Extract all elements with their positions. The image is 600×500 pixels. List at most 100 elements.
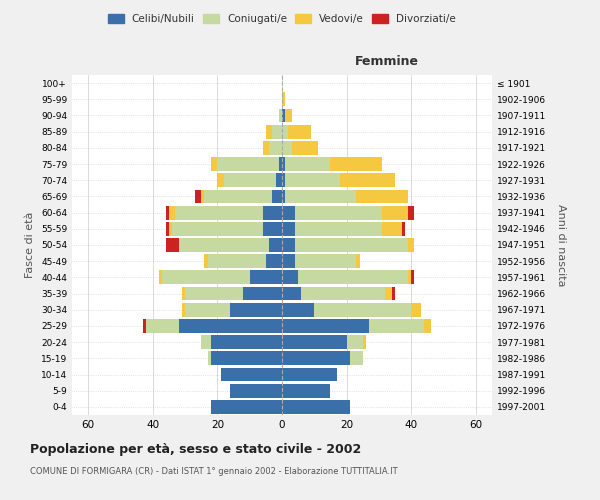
Bar bbox=[143, 319, 146, 333]
Bar bbox=[250, 270, 282, 284]
Bar bbox=[285, 157, 331, 171]
Bar bbox=[298, 270, 408, 284]
Bar bbox=[295, 254, 356, 268]
Y-axis label: Fasce di età: Fasce di età bbox=[25, 212, 35, 278]
Bar bbox=[263, 141, 269, 154]
Bar bbox=[350, 352, 363, 365]
Bar bbox=[282, 286, 301, 300]
Bar bbox=[382, 206, 408, 220]
Bar bbox=[279, 157, 282, 171]
Bar bbox=[217, 174, 224, 187]
Bar bbox=[217, 157, 279, 171]
Bar bbox=[159, 270, 163, 284]
Bar bbox=[205, 190, 272, 203]
Bar bbox=[392, 286, 395, 300]
Bar bbox=[408, 270, 411, 284]
Bar bbox=[385, 286, 392, 300]
Bar bbox=[282, 384, 331, 398]
Bar bbox=[401, 222, 405, 235]
Bar bbox=[169, 222, 172, 235]
Bar bbox=[179, 238, 269, 252]
Bar bbox=[243, 286, 282, 300]
Bar bbox=[282, 254, 295, 268]
Bar bbox=[211, 352, 282, 365]
Bar bbox=[282, 400, 350, 414]
Bar bbox=[221, 368, 282, 382]
Bar bbox=[331, 157, 382, 171]
Bar bbox=[185, 303, 230, 316]
Bar bbox=[282, 206, 295, 220]
Bar bbox=[282, 141, 292, 154]
Bar bbox=[182, 286, 185, 300]
Bar bbox=[340, 174, 395, 187]
Bar bbox=[282, 270, 298, 284]
Bar bbox=[282, 190, 285, 203]
Bar bbox=[411, 270, 415, 284]
Bar bbox=[282, 174, 285, 187]
Bar bbox=[285, 174, 340, 187]
Bar bbox=[282, 157, 285, 171]
Legend: Celibi/Nubili, Coniugati/e, Vedovi/e, Divorziati/e: Celibi/Nubili, Coniugati/e, Vedovi/e, Di… bbox=[104, 10, 460, 29]
Bar bbox=[169, 206, 175, 220]
Text: COMUNE DI FORMIGARA (CR) - Dati ISTAT 1° gennaio 2002 - Elaborazione TUTTITALIA.: COMUNE DI FORMIGARA (CR) - Dati ISTAT 1°… bbox=[30, 468, 398, 476]
Bar bbox=[314, 303, 411, 316]
Bar bbox=[356, 190, 408, 203]
Bar bbox=[282, 368, 337, 382]
Bar bbox=[282, 238, 295, 252]
Bar bbox=[263, 222, 282, 235]
Bar bbox=[424, 319, 431, 333]
Bar bbox=[179, 319, 282, 333]
Bar bbox=[408, 238, 415, 252]
Bar bbox=[292, 141, 317, 154]
Bar bbox=[201, 336, 211, 349]
Bar bbox=[175, 206, 263, 220]
Text: Femmine: Femmine bbox=[355, 55, 419, 68]
Bar bbox=[282, 125, 289, 138]
Bar bbox=[172, 222, 263, 235]
Bar bbox=[301, 286, 385, 300]
Bar bbox=[211, 400, 282, 414]
Bar bbox=[295, 206, 382, 220]
Bar bbox=[266, 254, 282, 268]
Bar bbox=[182, 303, 185, 316]
Bar bbox=[208, 254, 266, 268]
Bar bbox=[266, 125, 272, 138]
Bar bbox=[289, 125, 311, 138]
Bar bbox=[230, 384, 282, 398]
Bar bbox=[269, 238, 282, 252]
Bar bbox=[382, 222, 401, 235]
Bar bbox=[211, 157, 217, 171]
Bar bbox=[295, 222, 382, 235]
Bar bbox=[269, 141, 282, 154]
Bar bbox=[201, 190, 205, 203]
Bar bbox=[195, 190, 201, 203]
Bar bbox=[285, 190, 356, 203]
Bar bbox=[279, 108, 282, 122]
Bar bbox=[185, 286, 243, 300]
Bar bbox=[146, 319, 179, 333]
Text: Popolazione per età, sesso e stato civile - 2002: Popolazione per età, sesso e stato civil… bbox=[30, 442, 361, 456]
Y-axis label: Anni di nascita: Anni di nascita bbox=[556, 204, 566, 286]
Bar bbox=[230, 303, 282, 316]
Bar bbox=[272, 190, 282, 203]
Bar bbox=[263, 206, 282, 220]
Bar bbox=[282, 92, 285, 106]
Bar bbox=[369, 319, 424, 333]
Bar bbox=[282, 108, 285, 122]
Bar bbox=[275, 174, 282, 187]
Bar bbox=[163, 270, 250, 284]
Bar bbox=[208, 352, 211, 365]
Bar bbox=[282, 222, 295, 235]
Bar bbox=[282, 319, 369, 333]
Bar bbox=[166, 206, 169, 220]
Bar bbox=[282, 303, 314, 316]
Bar bbox=[285, 108, 292, 122]
Bar bbox=[166, 222, 169, 235]
Bar bbox=[408, 206, 415, 220]
Bar bbox=[363, 336, 366, 349]
Bar bbox=[205, 254, 208, 268]
Bar bbox=[282, 352, 350, 365]
Bar bbox=[295, 238, 408, 252]
Bar bbox=[166, 238, 179, 252]
Bar bbox=[282, 336, 347, 349]
